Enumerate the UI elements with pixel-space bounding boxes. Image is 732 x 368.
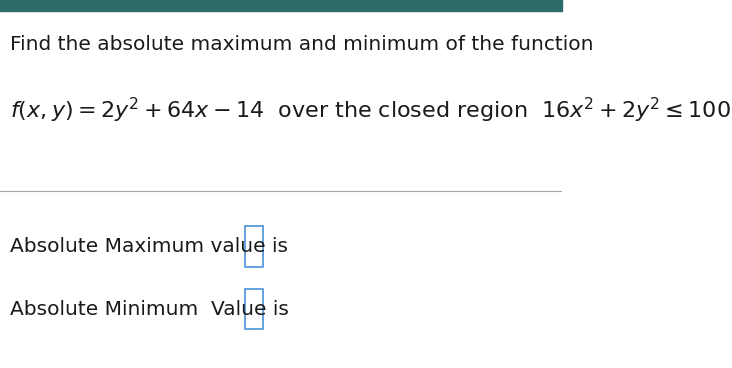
Bar	[0, 0, 562, 11]
Text: $f(x,y) = 2y^2 + 64x - 14$  over the closed region  $16x^2 + 2y^2 \leq 100.$: $f(x,y) = 2y^2 + 64x - 14$ over the clos…	[10, 96, 732, 125]
FancyBboxPatch shape	[244, 289, 263, 329]
Text: Find the absolute maximum and minimum of the function: Find the absolute maximum and minimum of…	[10, 35, 594, 54]
Text: Absolute Maximum value is: Absolute Maximum value is	[10, 237, 288, 256]
FancyBboxPatch shape	[244, 226, 263, 267]
Text: Absolute Minimum  Value is: Absolute Minimum Value is	[10, 300, 289, 319]
